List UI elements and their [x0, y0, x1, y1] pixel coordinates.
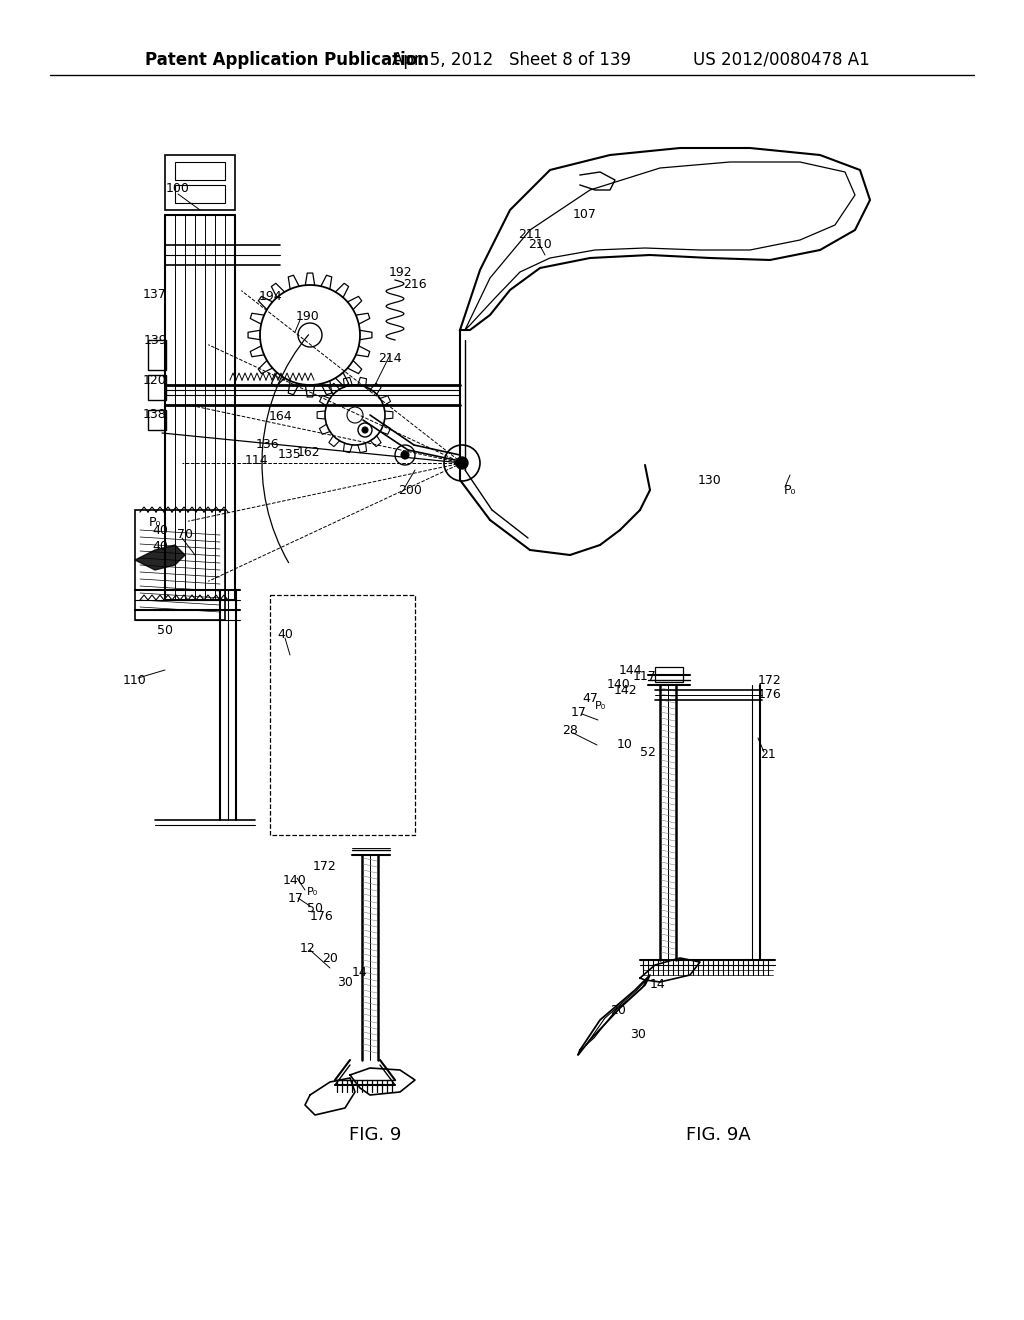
Text: 164: 164	[268, 409, 292, 422]
Text: 20: 20	[610, 1003, 626, 1016]
Text: 107: 107	[573, 207, 597, 220]
Text: P₀: P₀	[783, 483, 797, 496]
Text: 47: 47	[582, 692, 598, 705]
Bar	[165, 154, 234, 210]
Text: 200: 200	[398, 483, 422, 496]
Text: 110: 110	[123, 673, 146, 686]
Text: 136: 136	[255, 438, 279, 451]
Text: 30: 30	[337, 975, 353, 989]
Text: 216: 216	[403, 279, 427, 292]
Text: 10: 10	[617, 738, 633, 751]
Text: 172: 172	[313, 859, 337, 873]
Text: 176: 176	[758, 689, 782, 701]
Text: 137: 137	[143, 289, 167, 301]
Bar	[270, 595, 415, 836]
Circle shape	[362, 426, 368, 433]
Text: 139: 139	[143, 334, 167, 346]
Text: FIG. 9A: FIG. 9A	[686, 1126, 751, 1144]
Bar	[148, 411, 166, 430]
Circle shape	[401, 451, 409, 459]
Text: 190: 190	[296, 309, 319, 322]
Bar	[175, 162, 225, 180]
Text: 142: 142	[613, 685, 637, 697]
Text: 120: 120	[143, 374, 167, 387]
Text: 140: 140	[607, 677, 631, 690]
Text: Apr. 5, 2012   Sheet 8 of 139: Apr. 5, 2012 Sheet 8 of 139	[392, 51, 632, 69]
Text: 40: 40	[152, 540, 168, 553]
Text: 162: 162	[296, 446, 319, 458]
Text: 172: 172	[758, 673, 782, 686]
Text: 50: 50	[157, 623, 173, 636]
Text: 14: 14	[650, 978, 666, 991]
Polygon shape	[135, 545, 185, 570]
Text: 40: 40	[152, 524, 168, 536]
Text: Patent Application Publication: Patent Application Publication	[145, 51, 429, 69]
Text: 52: 52	[640, 746, 656, 759]
Text: 50: 50	[307, 902, 323, 915]
Text: US 2012/0080478 A1: US 2012/0080478 A1	[693, 51, 870, 69]
Text: 211: 211	[518, 227, 542, 240]
Text: 40: 40	[278, 628, 293, 642]
Text: 117: 117	[633, 671, 656, 684]
Text: P₀: P₀	[148, 516, 161, 528]
Text: 17: 17	[288, 891, 304, 904]
Text: 114: 114	[244, 454, 268, 466]
Text: 130: 130	[698, 474, 722, 487]
Text: 138: 138	[143, 408, 167, 421]
Bar	[148, 341, 166, 370]
Text: 144: 144	[618, 664, 642, 676]
Bar	[148, 375, 166, 400]
Text: 30: 30	[630, 1028, 646, 1041]
Text: 140: 140	[283, 874, 307, 887]
Bar	[135, 510, 225, 620]
Text: 20: 20	[323, 952, 338, 965]
Text: 12: 12	[300, 941, 315, 954]
Text: 100: 100	[166, 181, 189, 194]
Text: 28: 28	[562, 723, 578, 737]
Text: 210: 210	[528, 238, 552, 251]
Text: 17: 17	[571, 705, 587, 718]
Text: P₀: P₀	[594, 701, 605, 711]
Text: 214: 214	[378, 351, 401, 364]
Text: 176: 176	[310, 909, 334, 923]
Bar	[175, 185, 225, 203]
Text: 192: 192	[388, 265, 412, 279]
Text: 14: 14	[352, 965, 368, 978]
Text: FIG. 9: FIG. 9	[349, 1126, 401, 1144]
Bar	[655, 667, 683, 682]
Text: P₀: P₀	[307, 887, 318, 898]
Text: 135: 135	[279, 449, 302, 462]
Text: 70: 70	[177, 528, 193, 541]
Text: 194: 194	[258, 289, 282, 302]
Circle shape	[456, 457, 468, 469]
Text: 21: 21	[760, 748, 776, 762]
